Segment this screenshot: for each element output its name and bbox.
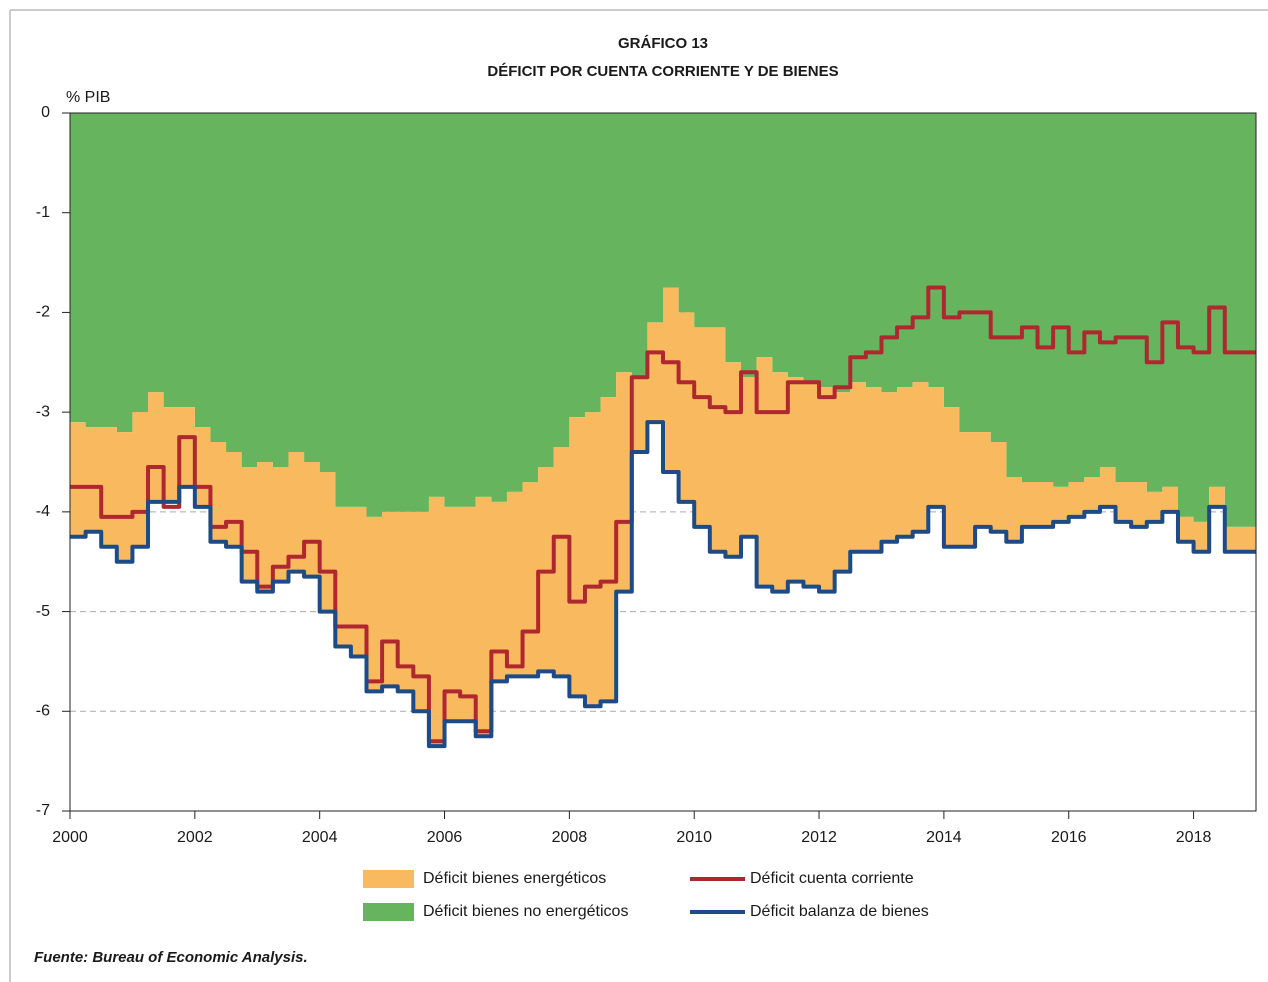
y-tick-label: -5 xyxy=(36,603,50,620)
y-tick-label: -7 xyxy=(36,802,50,819)
line xyxy=(70,285,1256,744)
chart-title: GRÁFICO 13 xyxy=(618,35,708,52)
y-tick-label: -6 xyxy=(36,703,50,720)
y-tick-label: -2 xyxy=(36,304,50,321)
y-tick-label: 0 xyxy=(41,104,50,121)
x-tick-label: 2014 xyxy=(926,829,962,846)
source-note: Fuente: Bureau of Economic Analysis. xyxy=(34,949,308,966)
x-tick-label: 2002 xyxy=(177,829,213,846)
x-tick-label: 2008 xyxy=(552,829,588,846)
y-axis-label: % PIB xyxy=(66,89,110,106)
legend-swatch xyxy=(363,903,414,921)
y-tick-label: -1 xyxy=(36,204,50,221)
x-tick-label: 2000 xyxy=(52,829,88,846)
legend-label: Déficit cuenta corriente xyxy=(750,870,914,887)
legend-swatch xyxy=(363,870,414,888)
plot-frame xyxy=(69,112,1257,812)
x-tick-label: 2012 xyxy=(801,829,837,846)
x-tick-label: 2016 xyxy=(1051,829,1087,846)
y-tick-label: -4 xyxy=(36,503,50,520)
x-tick-label: 2004 xyxy=(302,829,338,846)
x-tick-label: 2010 xyxy=(676,829,712,846)
legend-label: Déficit bienes no energéticos xyxy=(423,903,628,920)
x-tick-label: 2006 xyxy=(427,829,463,846)
x-tick-label: 2018 xyxy=(1176,829,1212,846)
legend-label: Déficit balanza de bienes xyxy=(750,903,929,920)
chart-subtitle: DÉFICIT POR CUENTA CORRIENTE Y DE BIENES xyxy=(487,63,838,80)
line xyxy=(70,420,1256,749)
y-tick-label: -3 xyxy=(36,403,50,420)
legend-label: Déficit bienes energéticos xyxy=(423,870,606,887)
